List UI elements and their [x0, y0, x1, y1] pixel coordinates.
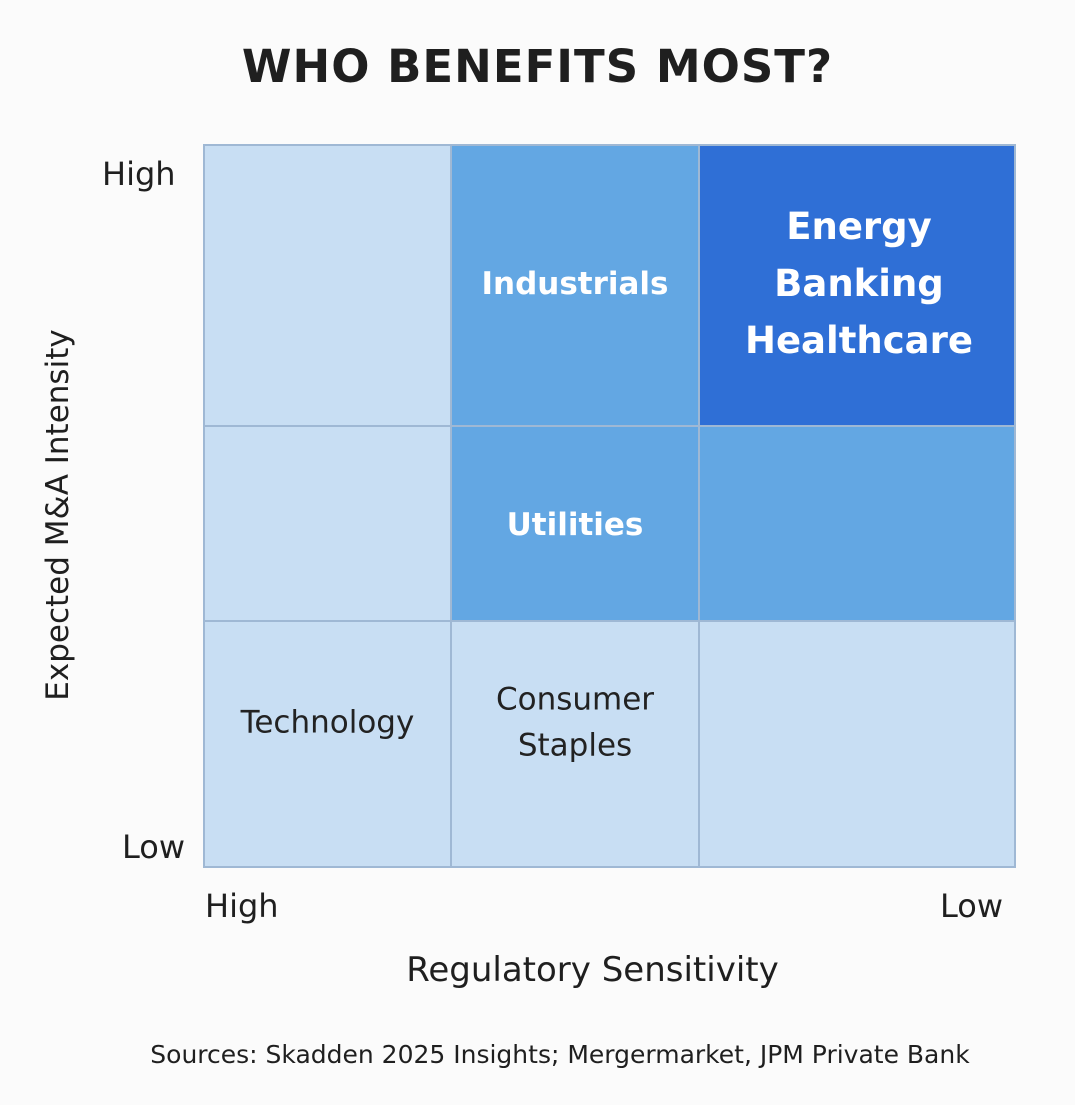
chart-title: WHO BENEFITS MOST?	[241, 40, 834, 93]
x-tick-high: High	[205, 887, 279, 925]
cell-label-healthcare: Healthcare	[745, 319, 973, 362]
matrix-cell-r2-c2	[698, 620, 1016, 868]
cell-label-staples: Staples	[518, 728, 632, 764]
x-axis-label: Regulatory Sensitivity	[406, 950, 779, 990]
source-note: Sources: Skadden 2025 Insights; Mergerma…	[150, 1040, 970, 1069]
cell-label-utilities: Utilities	[507, 507, 644, 543]
y-tick-low: Low	[122, 828, 186, 866]
cell-label-consumer: Consumer	[496, 682, 654, 718]
y-tick-high: High	[102, 155, 176, 193]
matrix-cell-r2-c1	[450, 620, 700, 868]
matrix-cell-r2-c0	[203, 620, 452, 868]
cell-label-banking: Banking	[774, 262, 944, 305]
matrix-cell-r1-c0	[203, 425, 452, 622]
y-axis-label: Expected M&A Intensity	[40, 329, 76, 701]
matrix-cell-r0-c2	[698, 144, 1016, 427]
matrix-cell-r1-c2	[698, 425, 1016, 622]
matrix-cell-r0-c1	[450, 144, 700, 427]
matrix-cell-r0-c0	[203, 144, 452, 427]
x-tick-low: Low	[940, 887, 1004, 925]
cell-label-technology: Technology	[240, 705, 415, 741]
cell-label-energy: Energy	[786, 205, 932, 248]
cell-label-industrials: Industrials	[481, 266, 668, 302]
